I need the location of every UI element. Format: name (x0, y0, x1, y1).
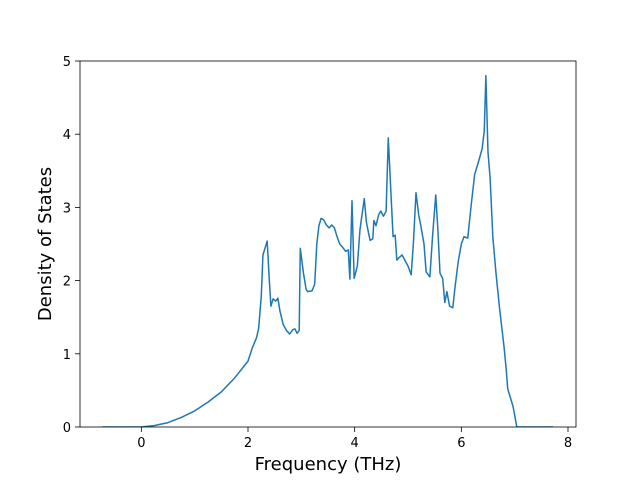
y-tick-label: 0 (63, 421, 71, 436)
y-tick-label: 1 (63, 348, 71, 363)
x-tick-label: 2 (244, 436, 252, 451)
y-tick-label: 4 (63, 128, 71, 143)
y-tick-label: 5 (63, 55, 71, 70)
x-tick-label: 8 (564, 436, 572, 451)
y-tick-label: 2 (63, 275, 71, 290)
dos-line (102, 74, 554, 427)
x-tick-label: 4 (351, 436, 359, 451)
x-axis-label: Frequency (THz) (255, 454, 402, 475)
plot-frame (79, 60, 577, 428)
y-axis-label: Density of States (35, 167, 56, 321)
x-tick-label: 6 (457, 436, 465, 451)
x-tick-label: 0 (137, 436, 145, 451)
y-tick-label: 3 (63, 201, 71, 216)
